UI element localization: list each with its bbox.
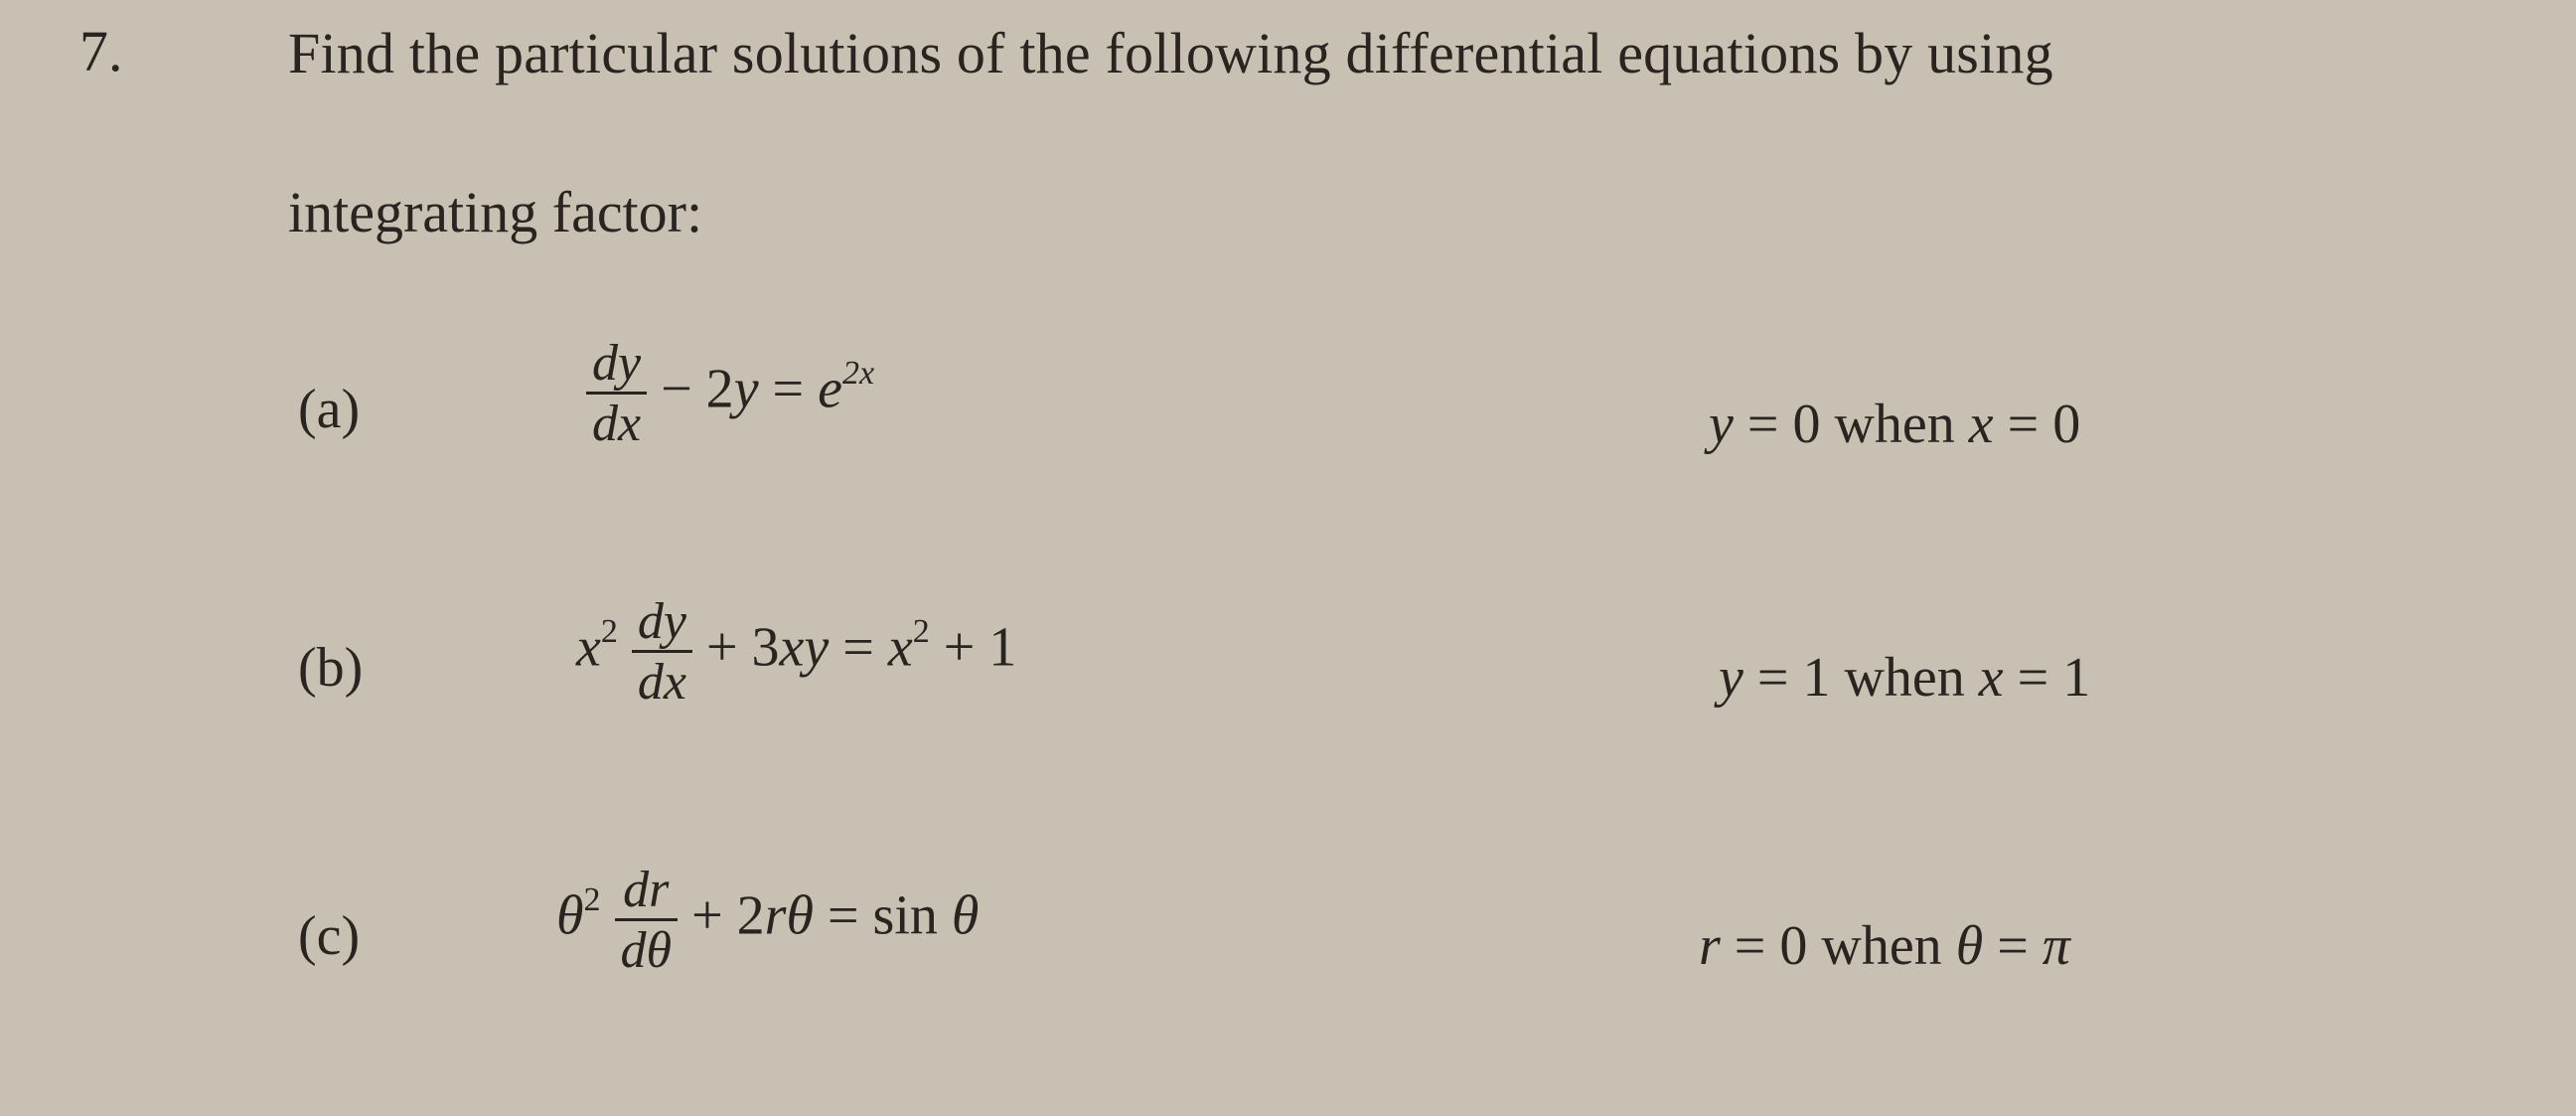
var-y: y bbox=[1719, 647, 1743, 709]
part-c-label: (c) bbox=[298, 904, 360, 968]
part-b-label: (b) bbox=[298, 636, 363, 700]
var-xy: xy bbox=[780, 616, 830, 678]
frac-den: dθ bbox=[615, 921, 679, 977]
text: + 3 bbox=[692, 616, 780, 678]
exponent: 2 bbox=[584, 881, 601, 918]
var-x: x bbox=[576, 616, 601, 678]
var-r: r bbox=[765, 884, 787, 946]
text: = 1 when bbox=[1743, 647, 1979, 709]
frac-num: dy bbox=[632, 596, 692, 653]
equals: = bbox=[1983, 915, 2043, 977]
fraction: dr dθ bbox=[615, 865, 679, 977]
text: = 0 when bbox=[1734, 394, 1969, 455]
var-theta: θ bbox=[1956, 915, 1984, 977]
exponent: 2 bbox=[601, 613, 618, 650]
question-number: 7. bbox=[79, 18, 123, 84]
exponent: 2x bbox=[842, 355, 874, 392]
text: + 1 bbox=[930, 616, 1017, 678]
frac-num: dy bbox=[586, 338, 647, 395]
equals-sin: = sin bbox=[814, 884, 952, 946]
part-a-label: (a) bbox=[298, 378, 360, 441]
part-c-condition: r = 0 when θ = π bbox=[1699, 914, 2070, 978]
equals: = bbox=[759, 358, 819, 419]
frac-den: dx bbox=[632, 653, 692, 709]
var-e: e bbox=[818, 358, 842, 419]
var-y: y bbox=[734, 358, 759, 419]
text: = 1 bbox=[2004, 647, 2091, 709]
exponent: 2 bbox=[913, 613, 930, 650]
var-y: y bbox=[1709, 394, 1734, 455]
equals: = bbox=[829, 616, 888, 678]
text: + 2 bbox=[678, 884, 765, 946]
const-pi: π bbox=[2043, 915, 2070, 977]
part-a-condition: y = 0 when x = 0 bbox=[1709, 393, 2080, 456]
var-theta: θ bbox=[556, 884, 584, 946]
frac-num: dr bbox=[615, 865, 679, 921]
text: = 0 bbox=[1994, 394, 2081, 455]
part-c-equation: θ2 dr dθ + 2rθ = sin θ bbox=[556, 865, 979, 977]
part-a-equation: dy dx − 2y = e2x bbox=[586, 338, 874, 450]
page: 7. Find the particular solutions of the … bbox=[0, 0, 2576, 1116]
var-x: x bbox=[888, 616, 913, 678]
prompt-line-2: integrating factor: bbox=[288, 179, 702, 245]
text: − 2 bbox=[647, 358, 734, 419]
frac-den: dx bbox=[586, 395, 647, 450]
var-x: x bbox=[1969, 394, 1994, 455]
var-theta: θ bbox=[786, 884, 814, 946]
fraction: dy dx bbox=[632, 596, 692, 709]
text: = 0 when bbox=[1721, 915, 1956, 977]
part-b-equation: x2 dy dx + 3xy = x2 + 1 bbox=[576, 596, 1016, 709]
part-b-condition: y = 1 when x = 1 bbox=[1719, 646, 2090, 710]
prompt-line-1: Find the particular solutions of the fol… bbox=[288, 20, 2053, 86]
fraction: dy dx bbox=[586, 338, 647, 450]
var-theta: θ bbox=[952, 884, 980, 946]
var-r: r bbox=[1699, 915, 1721, 977]
var-x: x bbox=[1979, 647, 2004, 709]
